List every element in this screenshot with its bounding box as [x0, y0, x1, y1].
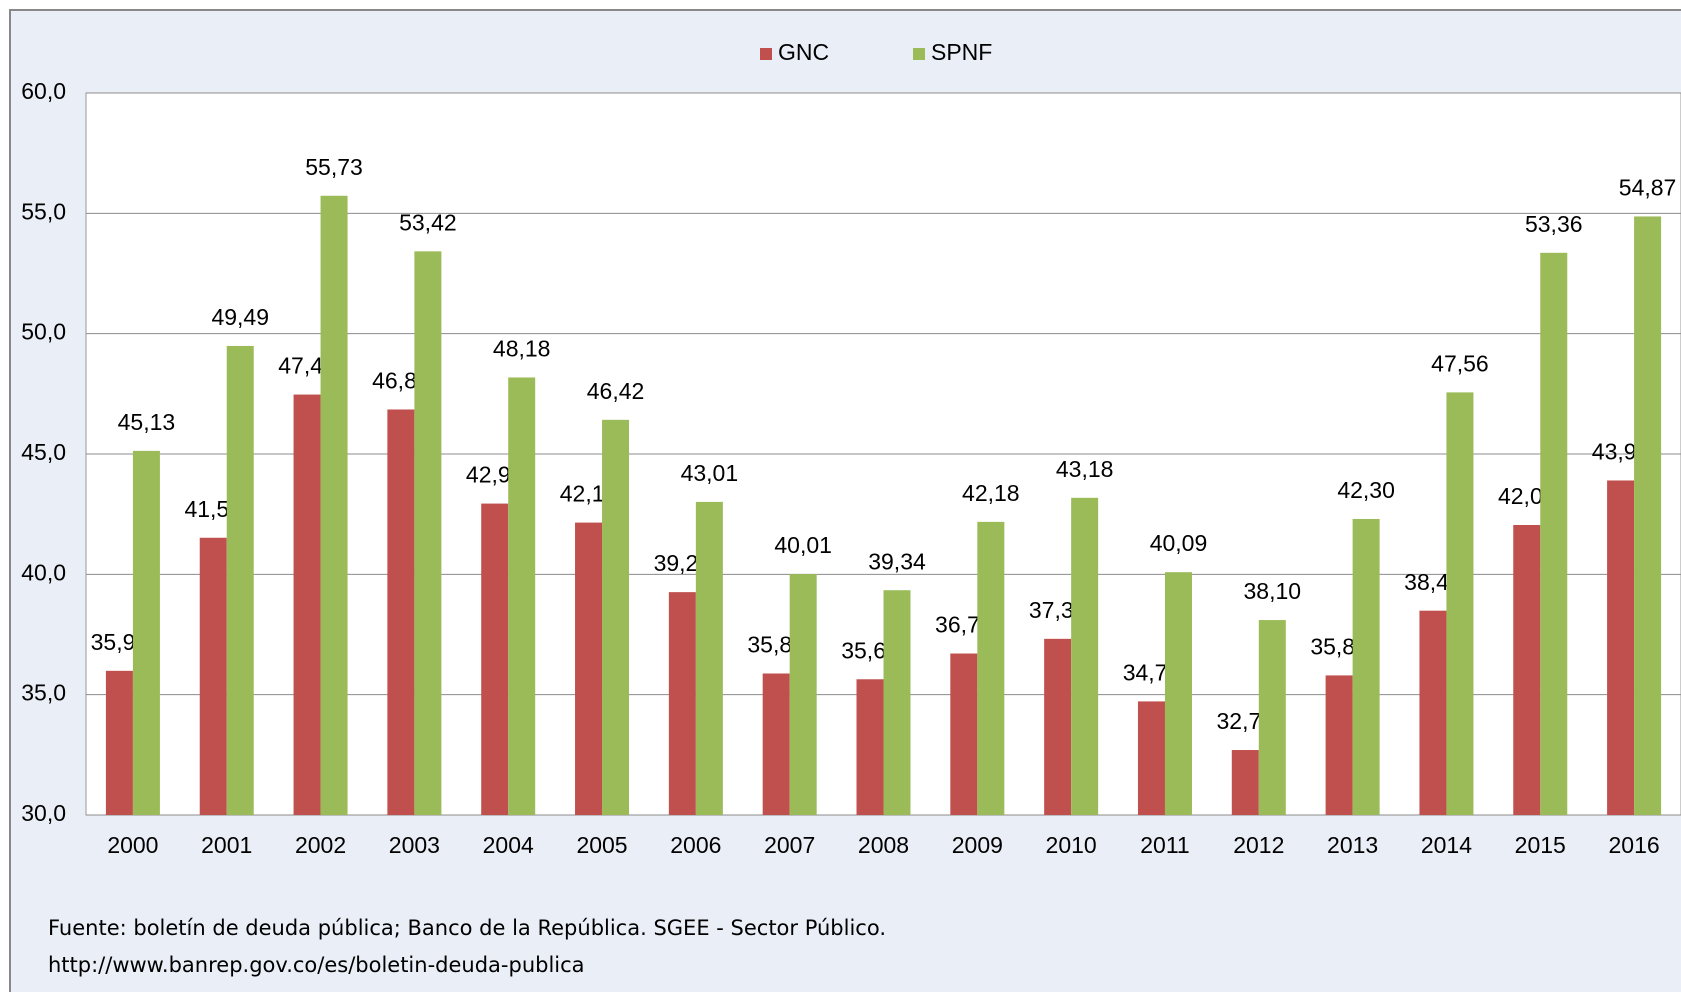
bar	[481, 503, 509, 815]
bar	[762, 673, 790, 815]
bar	[883, 590, 911, 815]
y-tick-label: 30,0	[21, 800, 66, 826]
value-label: 48,18	[493, 336, 551, 362]
bar	[695, 501, 723, 815]
y-tick-label: 45,0	[21, 439, 66, 465]
bar	[226, 345, 254, 815]
x-tick-label: 2011	[1140, 832, 1189, 858]
bar	[1044, 638, 1072, 815]
bar	[414, 251, 442, 816]
x-tick-label: 2001	[201, 832, 252, 858]
x-tick-label: 2013	[1327, 832, 1378, 858]
x-tick-label: 2010	[1046, 832, 1097, 858]
bar	[320, 195, 348, 816]
y-tick-label: 40,0	[21, 559, 66, 585]
value-label: 53,36	[1525, 211, 1583, 237]
legend-swatch	[913, 48, 925, 60]
x-tick-label: 2005	[576, 832, 627, 858]
bar	[105, 670, 133, 815]
x-tick-label: 2015	[1515, 832, 1566, 858]
value-label: 42,18	[962, 480, 1020, 506]
source-note: Fuente: boletín de deuda pública; Banco …	[48, 916, 886, 940]
bar	[1231, 750, 1259, 815]
x-tick-label: 2007	[764, 832, 815, 858]
bar	[1137, 701, 1165, 815]
x-tick-label: 2016	[1609, 832, 1660, 858]
bar	[199, 537, 227, 815]
bar	[1071, 497, 1099, 815]
value-label: 46,42	[587, 378, 645, 404]
value-label: 38,10	[1244, 578, 1302, 604]
value-label: 43,01	[681, 460, 739, 486]
bar	[856, 679, 884, 815]
bar	[1446, 392, 1474, 815]
bar	[789, 574, 817, 815]
y-tick-label: 60,0	[21, 78, 66, 104]
bar	[977, 521, 1005, 815]
bar	[387, 409, 415, 815]
value-label: 43,18	[1056, 456, 1114, 482]
bar	[1164, 572, 1192, 815]
bar	[1258, 620, 1286, 815]
legend-label: GNC	[778, 39, 829, 65]
source-url: http://www.banrep.gov.co/es/boletin-deud…	[48, 953, 585, 977]
bar	[132, 450, 160, 815]
x-tick-label: 2004	[483, 832, 534, 858]
value-label: 55,73	[305, 154, 363, 180]
bar	[602, 419, 630, 815]
bar	[293, 394, 321, 815]
x-tick-label: 2012	[1233, 832, 1284, 858]
x-tick-label: 2008	[858, 832, 909, 858]
value-label: 53,42	[399, 209, 457, 235]
bar	[1352, 518, 1380, 815]
bar	[1325, 675, 1353, 815]
bar	[575, 522, 603, 815]
bar	[508, 377, 536, 815]
value-label: 40,01	[774, 532, 832, 558]
bar	[1513, 524, 1541, 815]
x-tick-label: 2000	[107, 832, 158, 858]
y-tick-label: 35,0	[21, 680, 66, 706]
legend-swatch	[760, 48, 772, 60]
y-tick-label: 50,0	[21, 319, 66, 345]
x-tick-label: 2003	[389, 832, 440, 858]
x-tick-label: 2009	[952, 832, 1003, 858]
bar	[1419, 610, 1447, 815]
bar	[1607, 480, 1635, 815]
value-label: 47,56	[1431, 350, 1489, 376]
x-tick-label: 2014	[1421, 832, 1472, 858]
value-label: 40,09	[1150, 530, 1208, 556]
bar	[950, 653, 978, 815]
legend-label: SPNF	[931, 39, 992, 65]
value-label: 54,87	[1619, 175, 1677, 201]
value-label: 49,49	[211, 304, 269, 330]
bar	[1540, 252, 1568, 815]
x-tick-label: 2006	[670, 832, 721, 858]
value-label: 42,30	[1337, 477, 1395, 503]
x-tick-label: 2002	[295, 832, 346, 858]
value-label: 39,34	[868, 548, 926, 574]
value-label: 45,13	[118, 409, 176, 435]
bar	[668, 592, 696, 815]
y-tick-label: 55,0	[21, 198, 66, 224]
bar	[1634, 216, 1662, 815]
